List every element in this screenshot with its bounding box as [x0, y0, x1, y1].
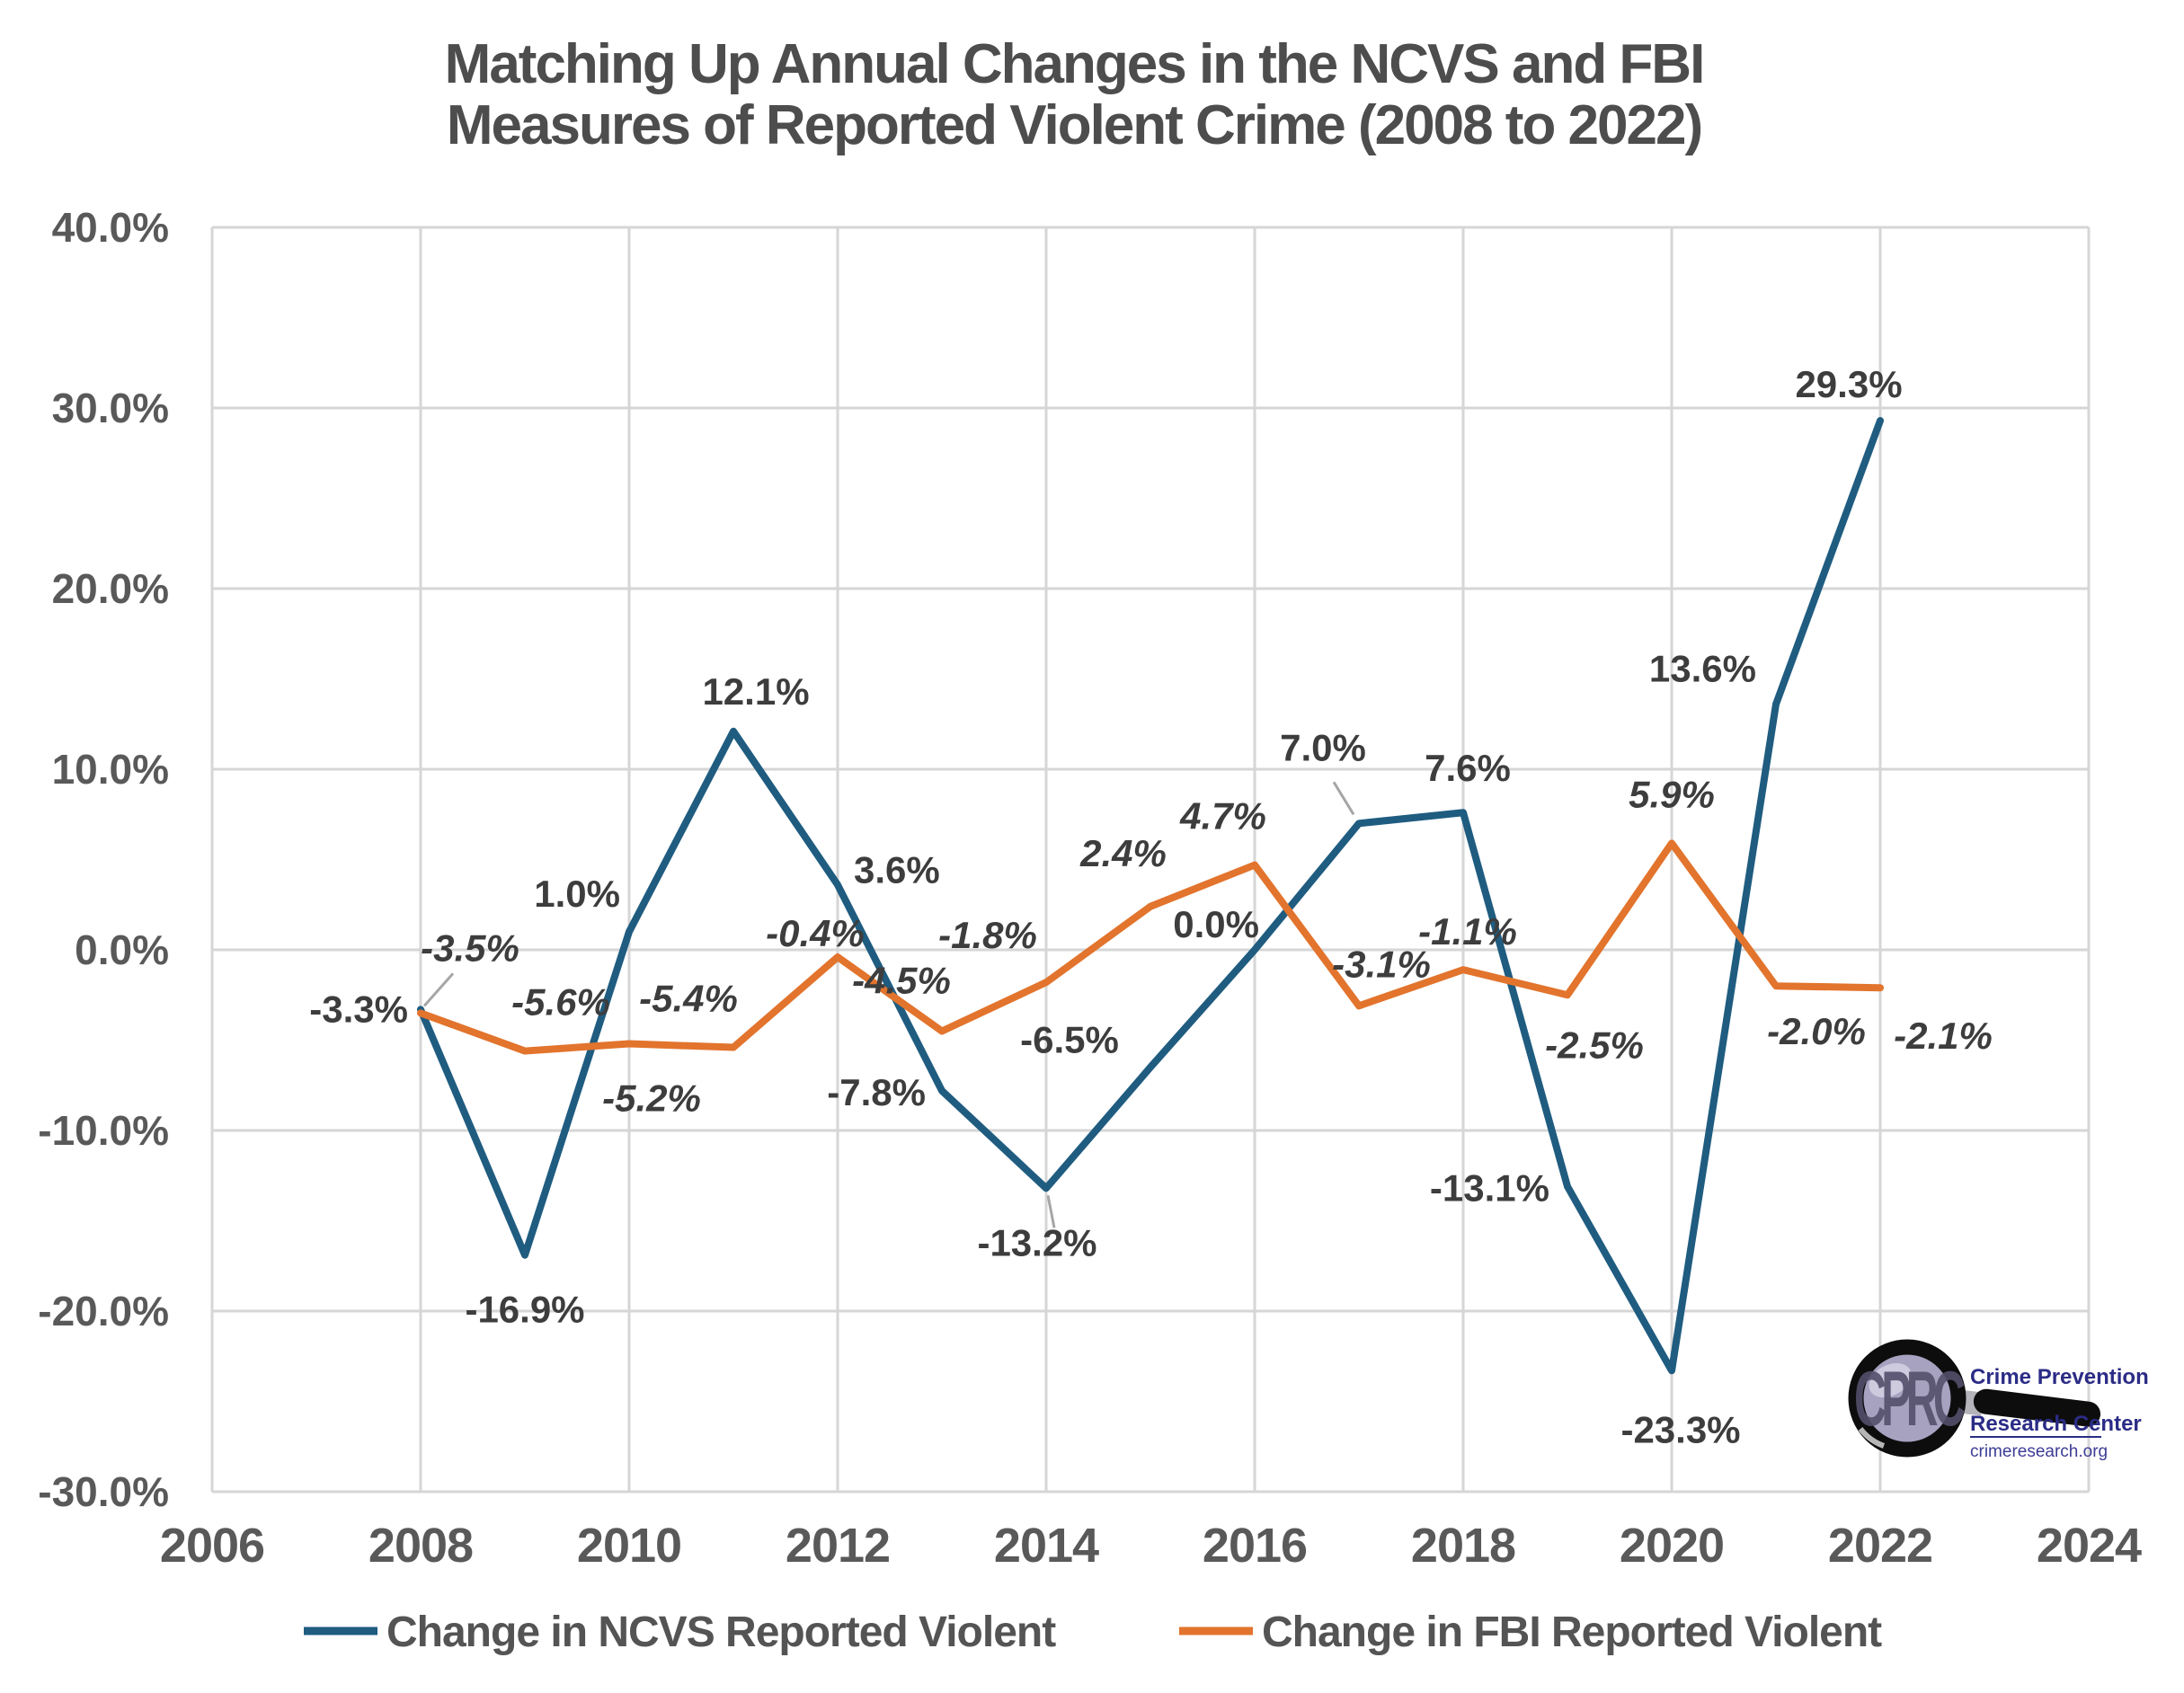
ncvs-data-label-2021: 13.6% — [1649, 648, 1756, 690]
x-axis-labels: 2006 2008 2010 2012 2014 2016 2018 2020 2022 2024 — [160, 1519, 2143, 1573]
fbi-data-label-2008: -3.5% — [421, 926, 519, 969]
logo-website: crimeresearch.org — [1970, 1442, 2108, 1461]
chart-title-line2: Measures of Reported Violent Crime (2008… — [447, 94, 1701, 156]
ncvs-data-label-2022: 29.3% — [1795, 363, 1902, 405]
horizontal-gridlines — [212, 226, 2089, 1494]
cprc-logo: CPRC Crime Prevention Research Center cr… — [1848, 1339, 2149, 1461]
legend-fbi-label: Change in FBI Reported Violent — [1262, 1609, 1882, 1656]
ncvs-data-label-2016: 0.0% — [1173, 903, 1259, 945]
fbi-series-line — [417, 839, 1884, 1055]
ncvs-data-label-2009: -16.9% — [465, 1289, 584, 1331]
ring-shine — [1858, 1427, 1886, 1449]
ncvs-data-label-2011: 12.1% — [702, 670, 809, 713]
logo-org-line2: Research Center — [1970, 1412, 2142, 1436]
logo-acronym-text: CPRC — [1854, 1355, 1965, 1442]
fbi-data-label-2022: -2.1% — [1894, 1015, 1993, 1057]
leader-line — [422, 972, 455, 1007]
leader-line — [1046, 1195, 1056, 1228]
ncvs-data-label-2017: 7.0% — [1280, 726, 1366, 768]
leader-line — [1332, 781, 1355, 816]
y-tick-label: 10.0% — [52, 746, 169, 793]
x-tick-label: 2010 — [577, 1519, 681, 1573]
ncvs-data-label-2019: -13.1% — [1430, 1166, 1549, 1209]
data-labels: -3.3% -16.9% 1.0% 12.1% 3.6% -7.8% -13.2% -6.5%… — [309, 363, 1993, 1450]
ncvs-data-label-2012: 3.6% — [854, 849, 940, 891]
logo-org-line1: Crime Prevention — [1970, 1365, 2149, 1389]
lens-highlight — [1869, 1362, 1912, 1398]
legend: Change in NCVS Reported Violent Change i… — [304, 1609, 1883, 1656]
legend-ncvs-label: Change in NCVS Reported Violent — [386, 1609, 1056, 1656]
chart-title-line1: Matching Up Annual Changes in the NCVS a… — [445, 33, 1704, 95]
ncvs-data-label-2013: -7.8% — [827, 1071, 926, 1113]
ncvs-data-label-2018: 7.6% — [1425, 747, 1511, 789]
fbi-data-label-2012: -0.4% — [766, 912, 865, 954]
fbi-data-label-2018: -1.1% — [1418, 910, 1517, 953]
ncvs-series-line — [417, 417, 1884, 1375]
x-tick-label: 2020 — [1620, 1519, 1724, 1573]
y-tick-label: 0.0% — [75, 926, 169, 973]
x-tick-label: 2008 — [368, 1519, 473, 1573]
fbi-data-label-2019: -2.5% — [1545, 1024, 1644, 1066]
fbi-data-label-2015: 2.4% — [1079, 832, 1167, 874]
label-leader-lines — [422, 781, 1355, 1228]
fbi-data-label-2017: -3.1% — [1332, 943, 1431, 985]
ncvs-data-label-2008: -3.3% — [309, 988, 408, 1030]
fbi-data-label-2013: -4.5% — [852, 959, 951, 1001]
y-tick-label: 40.0% — [52, 204, 169, 251]
fbi-data-label-2021: -2.0% — [1767, 1010, 1866, 1052]
x-tick-label: 2014 — [994, 1519, 1099, 1573]
y-tick-label: -10.0% — [38, 1107, 169, 1154]
x-tick-label: 2018 — [1411, 1519, 1515, 1573]
y-tick-label: 30.0% — [52, 385, 169, 431]
ncvs-data-label-2020: -23.3% — [1620, 1408, 1740, 1450]
x-tick-label: 2006 — [160, 1519, 264, 1573]
fbi-data-label-2009: -5.6% — [511, 981, 610, 1024]
fbi-data-label-2010: -5.2% — [602, 1077, 701, 1120]
magnifying-glass-icon: CPRC — [1848, 1339, 2101, 1458]
series-lines — [417, 417, 1884, 1375]
fbi-data-label-2014: -1.8% — [938, 914, 1037, 956]
y-tick-label: -20.0% — [38, 1288, 169, 1334]
y-axis-labels: 40.0% 30.0% 20.0% 10.0% 0.0% -10.0% -20.0% -30.… — [38, 204, 169, 1515]
x-tick-label: 2016 — [1203, 1519, 1307, 1573]
ncvs-data-label-2010: 1.0% — [534, 873, 620, 915]
ncvs-data-label-2014: -13.2% — [977, 1221, 1096, 1263]
fbi-data-label-2020: 5.9% — [1629, 773, 1715, 815]
vertical-gridlines — [210, 227, 2091, 1492]
fbi-data-label-2016: 4.7% — [1179, 795, 1266, 838]
x-tick-label: 2024 — [2037, 1519, 2142, 1573]
fbi-data-label-2011: -5.4% — [639, 978, 738, 1020]
y-tick-label: -30.0% — [38, 1468, 169, 1515]
magnifier-handle — [1973, 1388, 2101, 1427]
x-tick-label: 2012 — [786, 1519, 890, 1573]
y-tick-label: 20.0% — [52, 565, 169, 612]
x-tick-label: 2022 — [1828, 1519, 1932, 1573]
ncvs-data-label-2015: -6.5% — [1020, 1019, 1119, 1061]
